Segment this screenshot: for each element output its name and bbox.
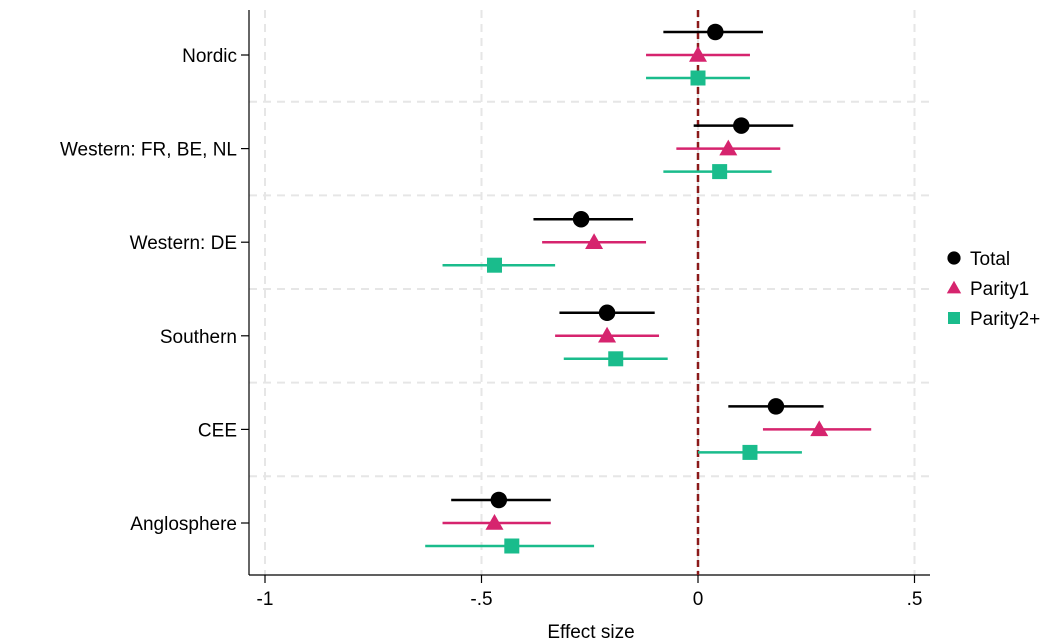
point-estimate (733, 117, 750, 134)
series-parity2- (425, 70, 802, 554)
point-estimate (690, 70, 706, 86)
x-tick-label: 0 (693, 589, 704, 610)
legend-marker (948, 312, 960, 324)
point-estimate (572, 210, 590, 228)
y-tick-label: CEE (198, 420, 237, 441)
y-tick-label: Anglosphere (130, 514, 237, 535)
point-estimate (598, 326, 617, 343)
point-estimate (598, 304, 616, 322)
y-tick-label: Southern (160, 327, 237, 348)
point-estimate (689, 46, 707, 62)
legend-label: Parity1 (970, 279, 1029, 300)
point-estimate (585, 233, 604, 249)
point-estimate (707, 23, 724, 41)
point-estimate (719, 139, 738, 156)
series-parity1 (442, 46, 872, 530)
legend-marker (946, 280, 962, 294)
legend-label: Parity2+ (970, 309, 1040, 330)
grid-lines (249, 10, 930, 575)
plot-marks (425, 23, 872, 554)
point-estimate (767, 398, 785, 415)
point-estimate (712, 164, 728, 180)
y-axis-ticks: Nordic Western: FR, BE, NL Western: DE Sout… (60, 46, 249, 535)
x-axis-ticks: -1 -.5 0 .5 (257, 575, 923, 610)
axes (248, 10, 930, 576)
x-tick-label: .5 (907, 589, 923, 610)
point-estimate (504, 538, 520, 554)
legend-label: Total (970, 249, 1010, 270)
point-estimate (608, 351, 624, 367)
legend-marker (947, 251, 961, 265)
y-tick-label: Western: DE (130, 233, 237, 254)
point-estimate (490, 491, 508, 509)
point-estimate (810, 420, 829, 437)
point-estimate (742, 444, 758, 460)
y-tick-label: Nordic (182, 46, 237, 67)
legend: Total Parity1 Parity2+ (946, 249, 1040, 330)
x-axis-label: Effect size (547, 622, 634, 643)
point-estimate (485, 514, 504, 530)
y-tick-label: Western: FR, BE, NL (60, 140, 237, 161)
x-tick-label: -.5 (470, 589, 492, 610)
x-tick-label: -1 (257, 589, 274, 610)
series-total (451, 23, 824, 509)
point-estimate (486, 257, 502, 273)
